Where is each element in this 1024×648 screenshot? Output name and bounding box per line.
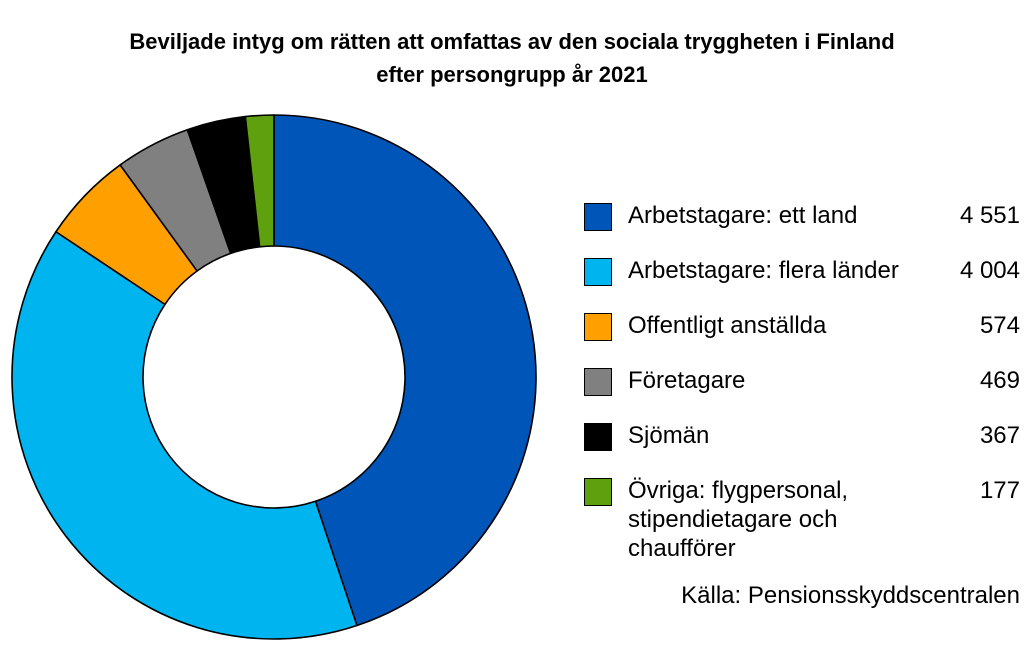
legend-value-0: 4 551 (959, 202, 1020, 229)
legend-value-5: 177 (979, 477, 1020, 504)
legend-swatch-4 (584, 423, 612, 451)
donut-slices (11, 114, 537, 640)
legend-swatch-0 (584, 203, 612, 231)
donut-slice-0 (273, 114, 537, 627)
legend-label-5-line-2: chaufförer (628, 535, 736, 562)
source-note: Källa: Pensionsskyddscentralen (681, 582, 1020, 609)
legend-label-2-line-0: Offentligt anställda (628, 312, 827, 339)
donut-slice-1 (11, 230, 358, 640)
donut-slice-5 (244, 114, 275, 248)
legend-label-5-line-0: Övriga: flygpersonal, (628, 477, 849, 504)
legend-value-1: 4 004 (959, 257, 1020, 284)
legend-value-3: 469 (979, 367, 1020, 394)
legend-label-0-line-0: Arbetstagare: ett land (628, 202, 858, 229)
legend-value-2: 574 (979, 312, 1020, 339)
legend-value-4: 367 (979, 422, 1020, 449)
legend-swatch-3 (584, 368, 612, 396)
legend-swatch-1 (584, 258, 612, 286)
legend-swatch-2 (584, 313, 612, 341)
legend-label-5-line-1: stipendietagare och (628, 506, 838, 533)
chart-title-line-1: Beviljade intyg om rätten att omfattas a… (129, 29, 895, 54)
legend-label-4-line-0: Sjömän (628, 422, 710, 449)
chart-title-line-2: efter persongrupp år 2021 (376, 62, 648, 87)
legend-label-3-line-0: Företagare (628, 367, 746, 394)
legend-swatch-5 (584, 478, 612, 506)
legend-label-1-line-0: Arbetstagare: flera länder (628, 257, 899, 284)
